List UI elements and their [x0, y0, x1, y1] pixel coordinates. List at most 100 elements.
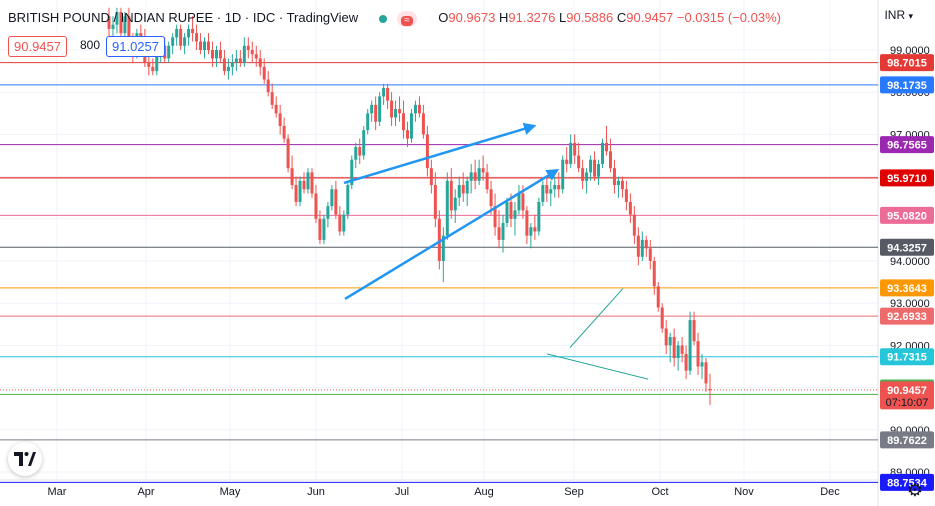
candle[interactable] [696, 332, 700, 375]
candle[interactable] [441, 227, 445, 283]
candle[interactable] [684, 345, 688, 380]
candle[interactable] [218, 41, 222, 63]
candle[interactable] [342, 210, 346, 236]
channel-upper-line[interactable] [569, 288, 624, 348]
candle[interactable] [346, 180, 350, 219]
tradingview-logo[interactable] [8, 442, 42, 476]
candle[interactable] [214, 45, 218, 67]
candle[interactable] [290, 155, 294, 190]
candle[interactable] [628, 193, 632, 224]
candle[interactable] [179, 24, 183, 50]
candle[interactable] [493, 193, 497, 236]
candle[interactable] [147, 54, 151, 76]
candle[interactable] [262, 58, 266, 84]
candle[interactable] [692, 311, 696, 346]
candle[interactable] [461, 172, 465, 202]
candle[interactable] [465, 176, 469, 207]
candle[interactable] [413, 100, 417, 122]
sell-price-button[interactable]: 90.9457 [8, 36, 67, 57]
currency-selector[interactable]: INR ▾ [884, 8, 913, 22]
candle[interactable] [652, 256, 656, 295]
candle[interactable] [187, 24, 191, 46]
candle[interactable] [469, 163, 473, 194]
candle[interactable] [529, 223, 533, 249]
candle[interactable] [119, 7, 123, 38]
candle[interactable] [354, 142, 358, 169]
candle[interactable] [246, 37, 250, 59]
candle[interactable] [270, 83, 274, 110]
candle[interactable] [254, 45, 258, 67]
candle[interactable] [632, 206, 636, 245]
candle[interactable] [409, 109, 413, 143]
candle[interactable] [183, 33, 187, 55]
candle[interactable] [294, 176, 298, 207]
candle[interactable] [533, 214, 537, 240]
candle[interactable] [597, 159, 601, 186]
channel-lower-line[interactable] [546, 353, 649, 380]
candle[interactable] [537, 197, 541, 236]
candle[interactable] [605, 125, 608, 156]
candle[interactable] [167, 41, 171, 63]
candle[interactable] [298, 176, 302, 207]
candle[interactable] [234, 50, 238, 72]
candle[interactable] [433, 172, 437, 228]
level-tag[interactable] [880, 473, 934, 491]
candle[interactable] [278, 104, 282, 135]
candle[interactable] [505, 197, 509, 228]
candle[interactable] [585, 168, 589, 194]
candle[interactable] [525, 206, 529, 245]
candle[interactable] [195, 24, 199, 50]
candle[interactable] [453, 189, 457, 224]
candle[interactable] [668, 332, 672, 363]
candle[interactable] [230, 54, 234, 76]
candle[interactable] [473, 159, 477, 190]
candle[interactable] [449, 168, 453, 219]
candle[interactable] [561, 155, 565, 194]
candle[interactable] [406, 121, 409, 148]
candle[interactable] [266, 71, 270, 97]
wedge-lower-trendline[interactable] [344, 168, 560, 301]
candle[interactable] [394, 100, 398, 126]
candle[interactable] [334, 180, 338, 219]
candle[interactable] [238, 50, 242, 67]
candle[interactable] [226, 58, 230, 80]
candle[interactable] [417, 96, 421, 118]
level-tag[interactable] [880, 76, 934, 94]
level-tag[interactable] [880, 431, 934, 449]
candle[interactable] [648, 239, 652, 270]
candle[interactable] [378, 92, 382, 126]
candle[interactable] [366, 109, 370, 135]
candle[interactable] [175, 24, 179, 46]
candle[interactable] [274, 96, 278, 118]
settings-gear-icon[interactable]: ⚙ [906, 480, 923, 500]
candle[interactable] [210, 41, 214, 67]
candle[interactable] [398, 96, 402, 122]
candle[interactable] [577, 142, 581, 173]
candle[interactable] [620, 176, 624, 198]
candle[interactable] [314, 185, 318, 224]
candle[interactable] [306, 168, 310, 194]
candle[interactable] [624, 180, 628, 211]
candle[interactable] [672, 328, 676, 367]
candle[interactable] [549, 180, 553, 207]
level-tag[interactable] [880, 238, 934, 256]
candle[interactable] [310, 168, 314, 198]
replay-status-pill[interactable]: ≈ [396, 10, 417, 27]
candle[interactable] [429, 159, 433, 194]
candle[interactable] [660, 303, 664, 333]
candle[interactable] [338, 206, 342, 236]
candle[interactable] [425, 125, 429, 177]
candle[interactable] [541, 180, 545, 207]
candle[interactable] [350, 155, 354, 190]
level-tag[interactable] [880, 206, 934, 224]
candle[interactable] [517, 185, 521, 215]
candle[interactable] [382, 83, 386, 105]
candle[interactable] [485, 163, 489, 194]
candle[interactable] [437, 210, 441, 270]
level-tag[interactable] [880, 136, 934, 154]
candle[interactable] [581, 159, 585, 190]
candle[interactable] [445, 172, 449, 240]
candle[interactable] [390, 92, 394, 126]
candle[interactable] [207, 33, 210, 55]
